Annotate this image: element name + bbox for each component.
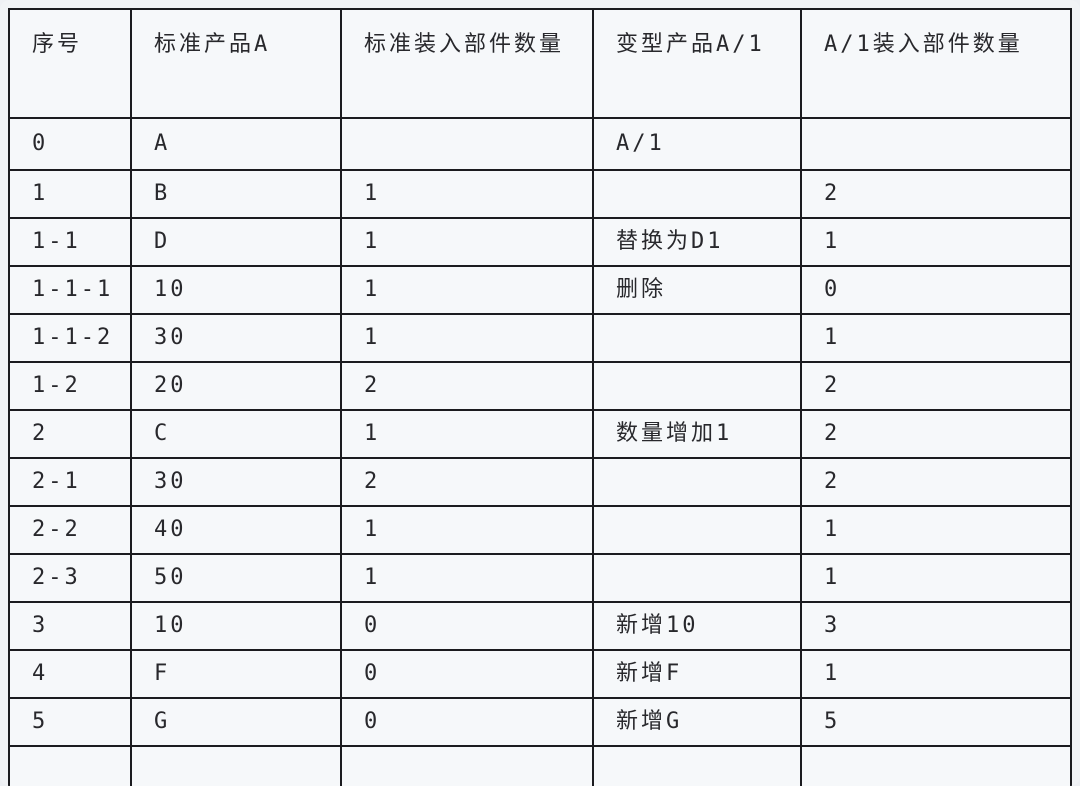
table-row: 2-3 50 1 1 — [8, 553, 1072, 603]
table-cell: 替换为D1 — [592, 217, 802, 267]
table-row: 2 C 1 数量增加1 2 — [8, 409, 1072, 459]
table-cell: 0 — [340, 649, 594, 699]
table-cell — [592, 553, 802, 603]
table-cell: 2-2 — [8, 505, 132, 555]
table-cell: 5 — [800, 697, 1072, 747]
table-cell: 1-1 — [8, 217, 132, 267]
table-row: 4 F 0 新增F 1 — [8, 649, 1072, 699]
table-cell: 1 — [8, 169, 132, 219]
table-cell — [340, 117, 594, 171]
table-cell — [592, 313, 802, 363]
table-cell: D — [130, 217, 342, 267]
table-cell: 新增10 — [592, 601, 802, 651]
column-header: A/1装入部件数量 — [800, 8, 1072, 119]
table-cell: C — [130, 409, 342, 459]
table-cell — [592, 457, 802, 507]
table-cell: 1 — [800, 649, 1072, 699]
table-cell: 1 — [340, 553, 594, 603]
bom-comparison-table: 序号 标准产品A 标准装入部件数量 变型产品A/1 A/1装入部件数量 0 A A/1 1 B 1… — [8, 8, 1072, 786]
table-cell: 1 — [800, 217, 1072, 267]
table-cell — [800, 117, 1072, 171]
column-header: 变型产品A/1 — [592, 8, 802, 119]
table-cell — [592, 505, 802, 555]
table-row: 1-1-2 30 1 1 — [8, 313, 1072, 363]
table-cell: 1 — [340, 313, 594, 363]
table-cell: 2-1 — [8, 457, 132, 507]
table-cell: 1-2 — [8, 361, 132, 411]
table-cell: 30 — [130, 457, 342, 507]
table-cell: 2 — [800, 409, 1072, 459]
table-cell: 0 — [800, 265, 1072, 315]
table-row: 1-2 20 2 2 — [8, 361, 1072, 411]
table-cell: 3 — [8, 601, 132, 651]
table-cell — [130, 745, 342, 786]
table-cell: 40 — [130, 505, 342, 555]
table-cell: A/1 — [592, 117, 802, 171]
table-cell: 0 — [8, 117, 132, 171]
table-cell — [592, 745, 802, 786]
table-cell: 5 — [8, 697, 132, 747]
table-row: 1-1-1 10 1 删除 0 — [8, 265, 1072, 315]
table-cell: A — [130, 117, 342, 171]
table-cell: B — [130, 169, 342, 219]
table-cell: 2 — [340, 361, 594, 411]
table-cell: 1 — [800, 313, 1072, 363]
table-cell: 1 — [800, 553, 1072, 603]
table-cell: 新增F — [592, 649, 802, 699]
table-cell: 0 — [340, 601, 594, 651]
table-cell: F — [130, 649, 342, 699]
table-cell: 1 — [340, 265, 594, 315]
table-cell: 1 — [340, 505, 594, 555]
table-row: 1-1 D 1 替换为D1 1 — [8, 217, 1072, 267]
column-header: 序号 — [8, 8, 132, 119]
table-cell — [340, 745, 594, 786]
table-cell: 新增G — [592, 697, 802, 747]
table-cell: 0 — [340, 697, 594, 747]
table-cell: 10 — [130, 601, 342, 651]
table-row: 5 G 0 新增G 5 — [8, 697, 1072, 747]
table-cell: 1-1-1 — [8, 265, 132, 315]
table-cell: 3 — [800, 601, 1072, 651]
column-header: 标准装入部件数量 — [340, 8, 594, 119]
table-row: 2-2 40 1 1 — [8, 505, 1072, 555]
table-cell: 2 — [800, 361, 1072, 411]
table-row: 0 A A/1 — [8, 117, 1072, 171]
table-cell: 2 — [8, 409, 132, 459]
table-cell: 1 — [340, 409, 594, 459]
table-cell: 数量增加1 — [592, 409, 802, 459]
table-cell: 1 — [800, 505, 1072, 555]
table-cell: 1-1-2 — [8, 313, 132, 363]
table-cell: 1 — [340, 169, 594, 219]
table-cell — [592, 169, 802, 219]
table-row — [8, 745, 1072, 786]
table-cell: 删除 — [592, 265, 802, 315]
table-cell: 10 — [130, 265, 342, 315]
table-cell: 2 — [340, 457, 594, 507]
table-cell: 20 — [130, 361, 342, 411]
table-cell — [8, 745, 132, 786]
table-body: 0 A A/1 1 B 1 2 1-1 D 1 替换为D1 1 1-1-1 10 1 删除 0 1-1-2 30 1 1… — [8, 117, 1072, 786]
table-cell: 2 — [800, 169, 1072, 219]
table-cell: G — [130, 697, 342, 747]
table-cell: 4 — [8, 649, 132, 699]
table-cell — [592, 361, 802, 411]
table-cell: 50 — [130, 553, 342, 603]
table-cell: 2-3 — [8, 553, 132, 603]
table-cell: 1 — [340, 217, 594, 267]
table-row: 3 10 0 新增10 3 — [8, 601, 1072, 651]
table-cell: 2 — [800, 457, 1072, 507]
column-header: 标准产品A — [130, 8, 342, 119]
table-row: 2-1 30 2 2 — [8, 457, 1072, 507]
header-row: 序号 标准产品A 标准装入部件数量 变型产品A/1 A/1装入部件数量 — [8, 8, 1072, 119]
table-cell: 30 — [130, 313, 342, 363]
table-cell — [800, 745, 1072, 786]
